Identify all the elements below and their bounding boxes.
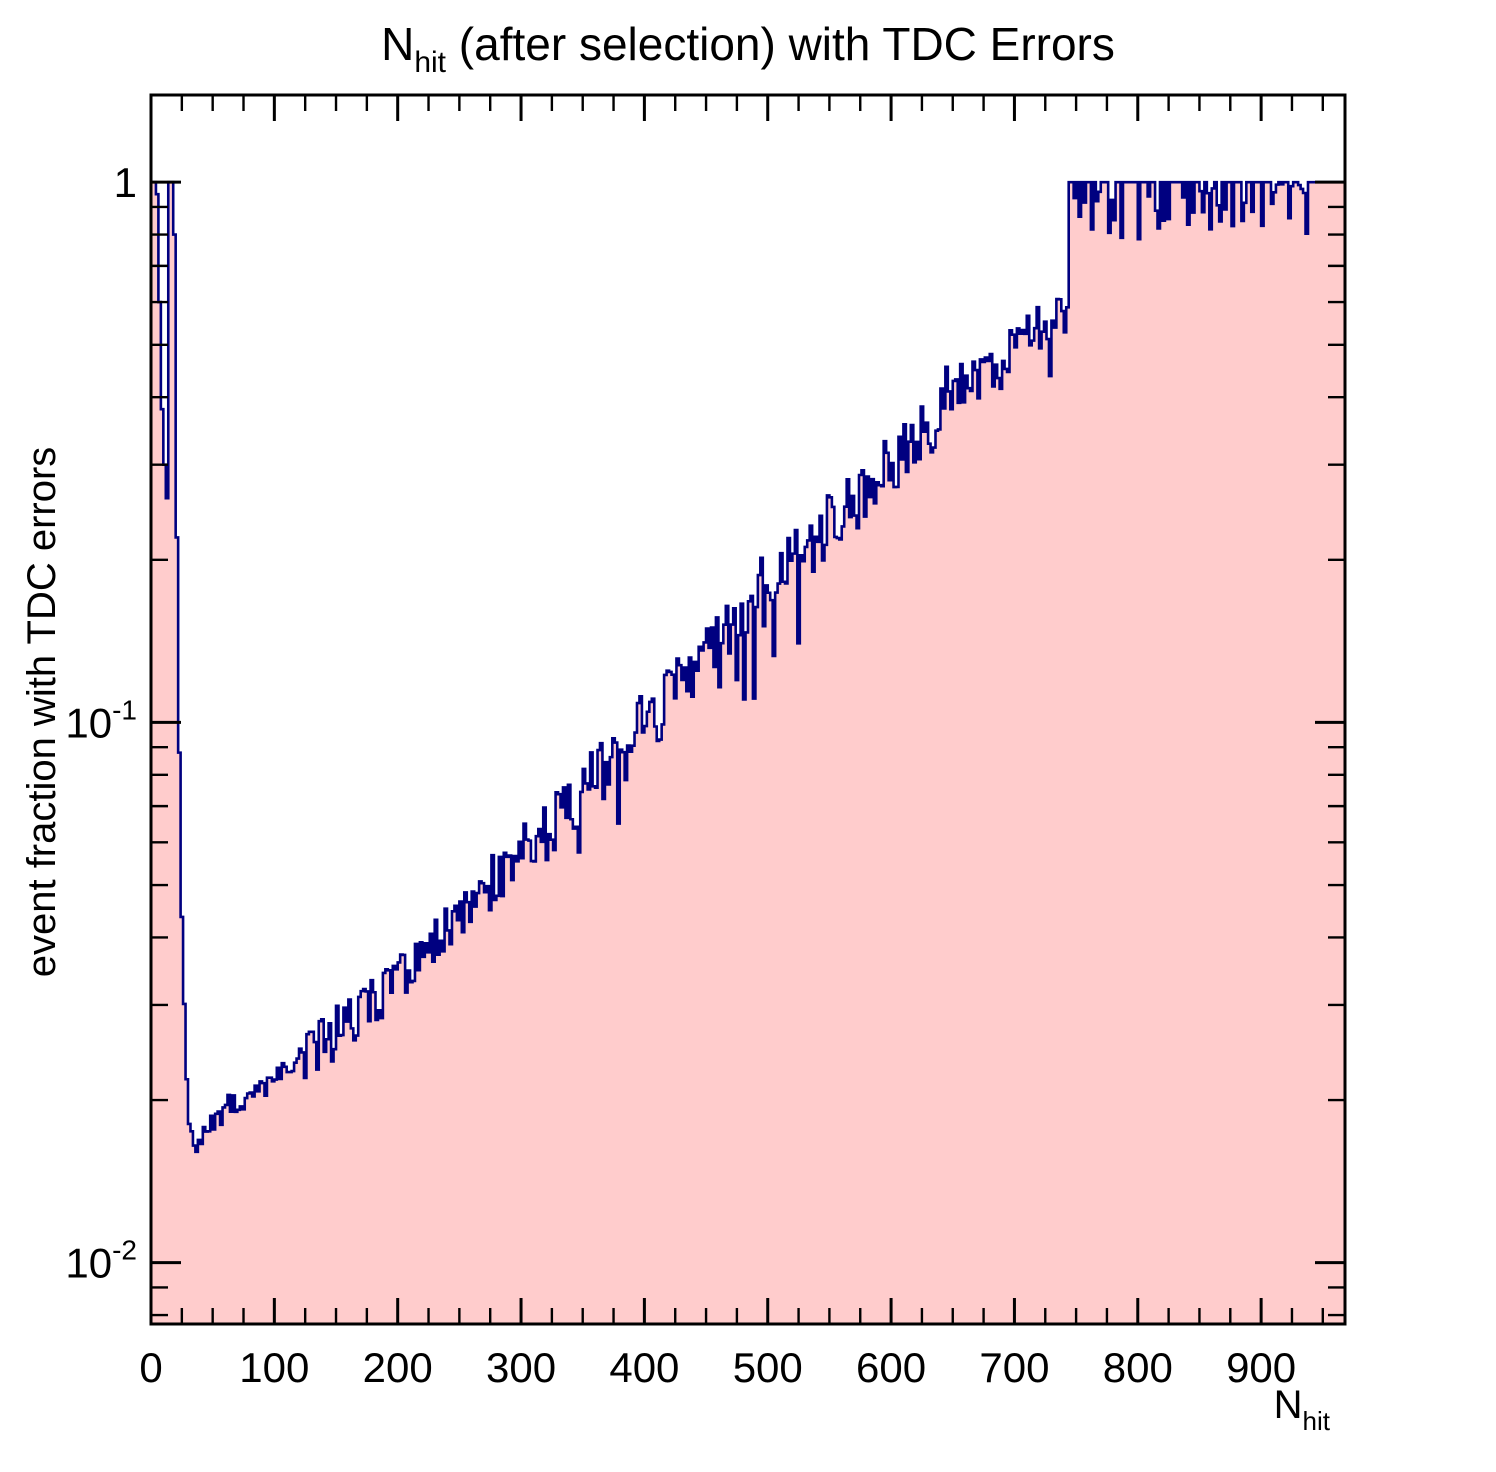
svg-text:200: 200 (363, 1344, 433, 1391)
y-axis-ticks (151, 180, 1345, 1317)
x-axis-ticks (149, 95, 1324, 1324)
svg-text:800: 800 (1103, 1344, 1173, 1391)
svg-text:100: 100 (239, 1344, 309, 1391)
chart-title: Nhit (after selection) with TDC Errors (381, 18, 1115, 79)
plot-frame (149, 93, 1347, 1326)
svg-text:600: 600 (856, 1344, 926, 1391)
y-axis-tick-labels: 10-2 10-1 1 (65, 159, 137, 1286)
svg-text:500: 500 (733, 1344, 803, 1391)
svg-text:700: 700 (979, 1344, 1049, 1391)
svg-text:1: 1 (114, 159, 137, 206)
svg-text:400: 400 (609, 1344, 679, 1391)
histogram-series (151, 180, 1345, 1324)
svg-text:0: 0 (139, 1344, 162, 1391)
x-axis-tick-labels: 0 100 200 300 400 500 600 700 800 900 (139, 1344, 1296, 1391)
svg-text:10-1: 10-1 (65, 694, 137, 746)
svg-text:300: 300 (486, 1344, 556, 1391)
svg-text:10-2: 10-2 (65, 1235, 137, 1287)
svg-text:900: 900 (1226, 1344, 1296, 1391)
x-axis-label: Nhit (1274, 1383, 1331, 1436)
y-axis-label: event fraction with TDC errors (20, 447, 64, 978)
